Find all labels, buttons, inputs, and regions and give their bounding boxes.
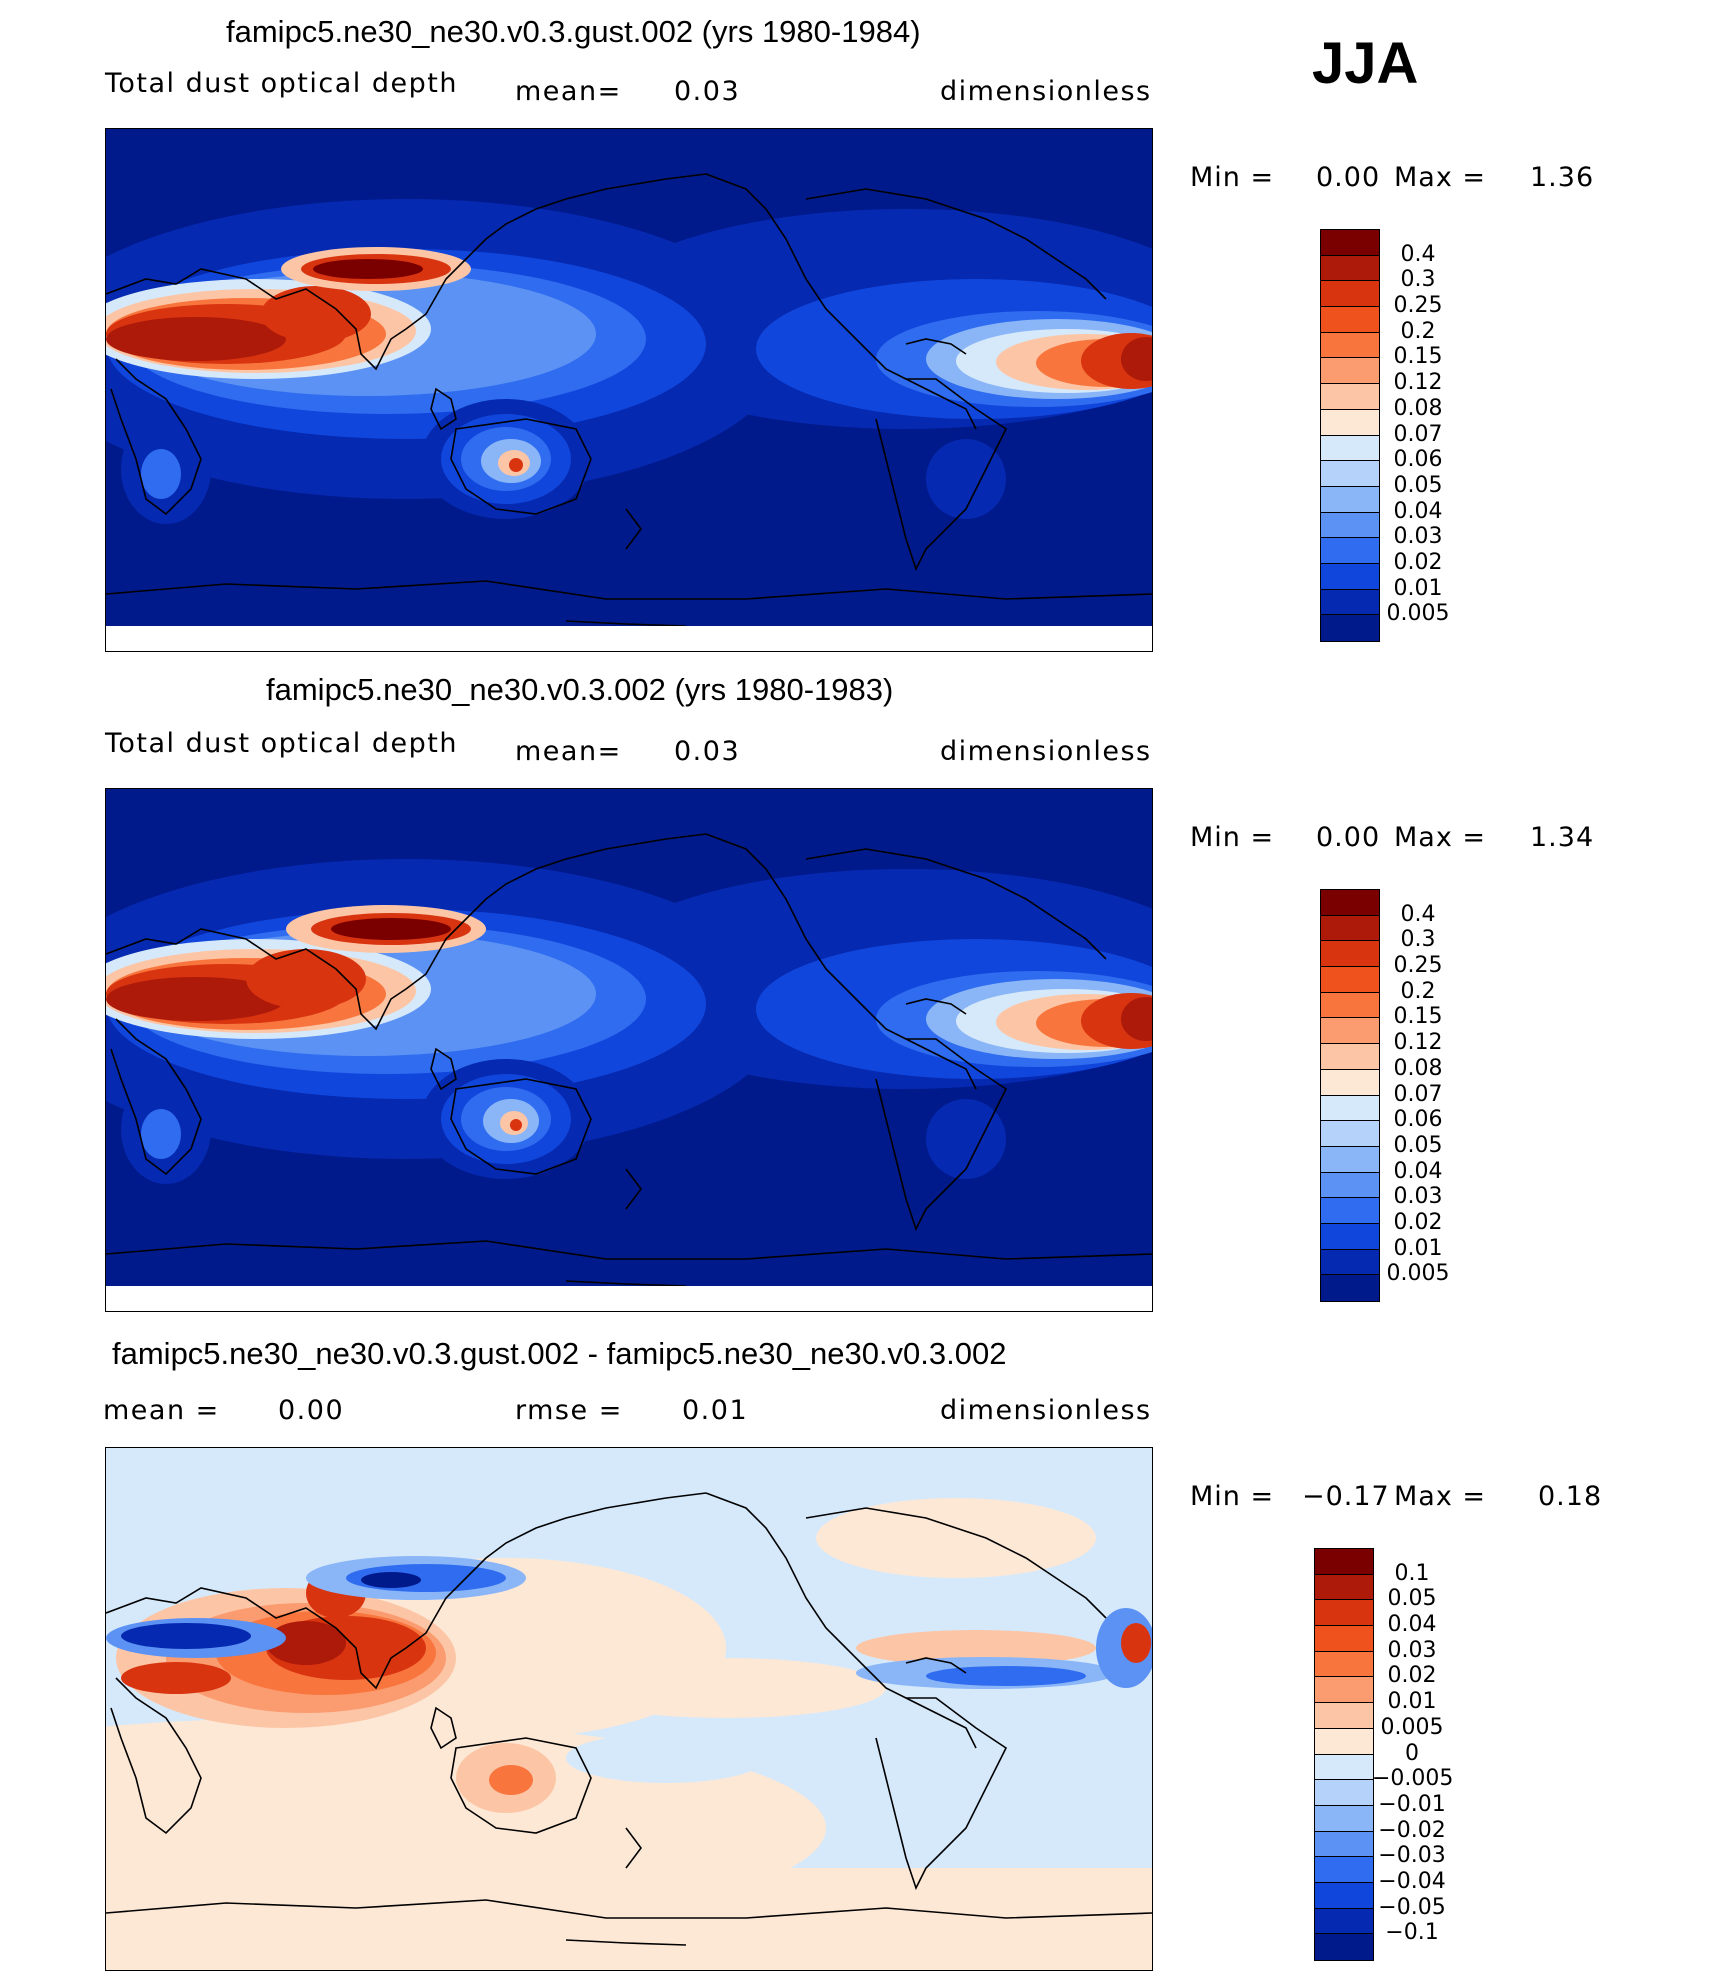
colorbar-tick-label: −0.03 xyxy=(1378,1843,1446,1869)
colorbar-tick-label: 0.04 xyxy=(1387,1612,1437,1638)
colorbar-tick-label: 0.03 xyxy=(1393,1184,1443,1210)
colorbar-tick-label: 0.005 xyxy=(1386,601,1450,627)
colorbar-tick-label: 0.07 xyxy=(1393,1081,1443,1107)
panel1-mean-value: 0.03 xyxy=(674,76,741,107)
panel1-min-value: 0.00 xyxy=(1316,162,1381,193)
panel1-map xyxy=(105,128,1153,652)
panel1-title: famipc5.ne30_ne30.v0.3.gust.002 (yrs 198… xyxy=(226,14,921,49)
colorbar-tick-label: 0.3 xyxy=(1400,267,1436,293)
colorbar-tick-label: −0.04 xyxy=(1378,1868,1446,1894)
colorbar-tick-label: 0.04 xyxy=(1393,498,1443,524)
colorbar-tick-label: 0.08 xyxy=(1393,395,1443,421)
colorbar-tick-label: −0.01 xyxy=(1378,1791,1446,1817)
colorbar-tick-label: 0.06 xyxy=(1393,447,1443,473)
colorbar-tick-label: 0.4 xyxy=(1400,241,1436,267)
colorbar-tick-label: 0.15 xyxy=(1393,344,1443,370)
colorbar-tick-label: 0.05 xyxy=(1393,1132,1443,1158)
panel2-max-label: Max = xyxy=(1394,822,1487,853)
panel3-rmse-label: rmse = xyxy=(515,1395,623,1426)
panel1-max-value: 1.36 xyxy=(1530,162,1595,193)
colorbar-tick-label: 0.01 xyxy=(1393,575,1443,601)
panel2-map xyxy=(105,788,1153,1312)
panel3-min-value: −0.17 xyxy=(1302,1481,1390,1512)
panel3-mean-label: mean = xyxy=(103,1395,220,1426)
panel3-rmse-value: 0.01 xyxy=(682,1395,749,1426)
panel1-colorbar xyxy=(1320,229,1380,642)
colorbar-tick-label: 0.12 xyxy=(1393,1030,1443,1056)
colorbar-tick-label: 0.04 xyxy=(1393,1158,1443,1184)
season-label: JJA xyxy=(1312,31,1419,96)
colorbar-tick-label: 0.05 xyxy=(1387,1586,1437,1612)
colorbar-tick-label: 0.03 xyxy=(1387,1637,1437,1663)
panel2-variable-label: Total dust optical depth xyxy=(105,728,458,759)
colorbar-tick-label: 0.08 xyxy=(1393,1055,1443,1081)
panel2-max-value: 1.34 xyxy=(1530,822,1595,853)
panel3-title: famipc5.ne30_ne30.v0.3.gust.002 - famipc… xyxy=(112,1336,1007,1371)
colorbar-tick-label: −0.1 xyxy=(1385,1920,1439,1946)
panel2-colorbar xyxy=(1320,889,1380,1302)
colorbar-tick-label: 0.01 xyxy=(1393,1235,1443,1261)
panel2-min-value: 0.00 xyxy=(1316,822,1381,853)
colorbar-tick-label: 0.05 xyxy=(1393,472,1443,498)
colorbar-tick-label: 0.2 xyxy=(1400,318,1436,344)
colorbar-tick-label: 0.25 xyxy=(1393,293,1443,319)
colorbar-tick-label: 0.02 xyxy=(1393,1209,1443,1235)
colorbar-tick-label: 0.07 xyxy=(1393,421,1443,447)
panel3-max-value: 0.18 xyxy=(1538,1481,1603,1512)
panel3-min-label: Min = xyxy=(1190,1481,1275,1512)
panel1-mean-label: mean= xyxy=(515,76,622,107)
panel1-units: dimensionless xyxy=(940,76,1152,107)
panel3-max-label: Max = xyxy=(1394,1481,1487,1512)
colorbar-tick-label: 0.3 xyxy=(1400,927,1436,953)
panel2-min-label: Min = xyxy=(1190,822,1275,853)
panel1-map-field xyxy=(106,129,1152,651)
colorbar-tick-label: 0.005 xyxy=(1380,1714,1444,1740)
colorbar-tick-label: −0.02 xyxy=(1378,1817,1446,1843)
panel2-mean-value: 0.03 xyxy=(674,736,741,767)
colorbar-tick-label: −0.05 xyxy=(1378,1894,1446,1920)
colorbar-tick-label: 0.02 xyxy=(1393,549,1443,575)
colorbar-tick-label: 0.03 xyxy=(1393,524,1443,550)
panel3-map-field xyxy=(106,1448,1152,1970)
panel2-units: dimensionless xyxy=(940,736,1152,767)
colorbar-tick-label: 0.06 xyxy=(1393,1107,1443,1133)
colorbar-tick-label: 0.01 xyxy=(1387,1689,1437,1715)
colorbar-tick-label: 0.2 xyxy=(1400,978,1436,1004)
colorbar-tick-label: 0.25 xyxy=(1393,953,1443,979)
panel2-mean-label: mean= xyxy=(515,736,622,767)
colorbar-tick-label: 0 xyxy=(1405,1740,1419,1766)
panel1-max-label: Max = xyxy=(1394,162,1487,193)
panel3-mean-value: 0.00 xyxy=(278,1395,345,1426)
colorbar-tick-label: 0.12 xyxy=(1393,370,1443,396)
panel3-units: dimensionless xyxy=(940,1395,1152,1426)
panel3-map xyxy=(105,1447,1153,1971)
colorbar-tick-label: 0.005 xyxy=(1386,1261,1450,1287)
panel1-min-label: Min = xyxy=(1190,162,1275,193)
colorbar-tick-label: −0.005 xyxy=(1372,1766,1454,1792)
colorbar-tick-label: 0.15 xyxy=(1393,1004,1443,1030)
panel1-variable-label: Total dust optical depth xyxy=(105,68,458,99)
panel2-title: famipc5.ne30_ne30.v0.3.002 (yrs 1980-198… xyxy=(266,672,894,707)
panel2-map-field xyxy=(106,789,1152,1311)
panel3-colorbar xyxy=(1314,1548,1374,1961)
colorbar-tick-label: 0.1 xyxy=(1394,1560,1430,1586)
colorbar-tick-label: 0.4 xyxy=(1400,901,1436,927)
colorbar-tick-label: 0.02 xyxy=(1387,1663,1437,1689)
